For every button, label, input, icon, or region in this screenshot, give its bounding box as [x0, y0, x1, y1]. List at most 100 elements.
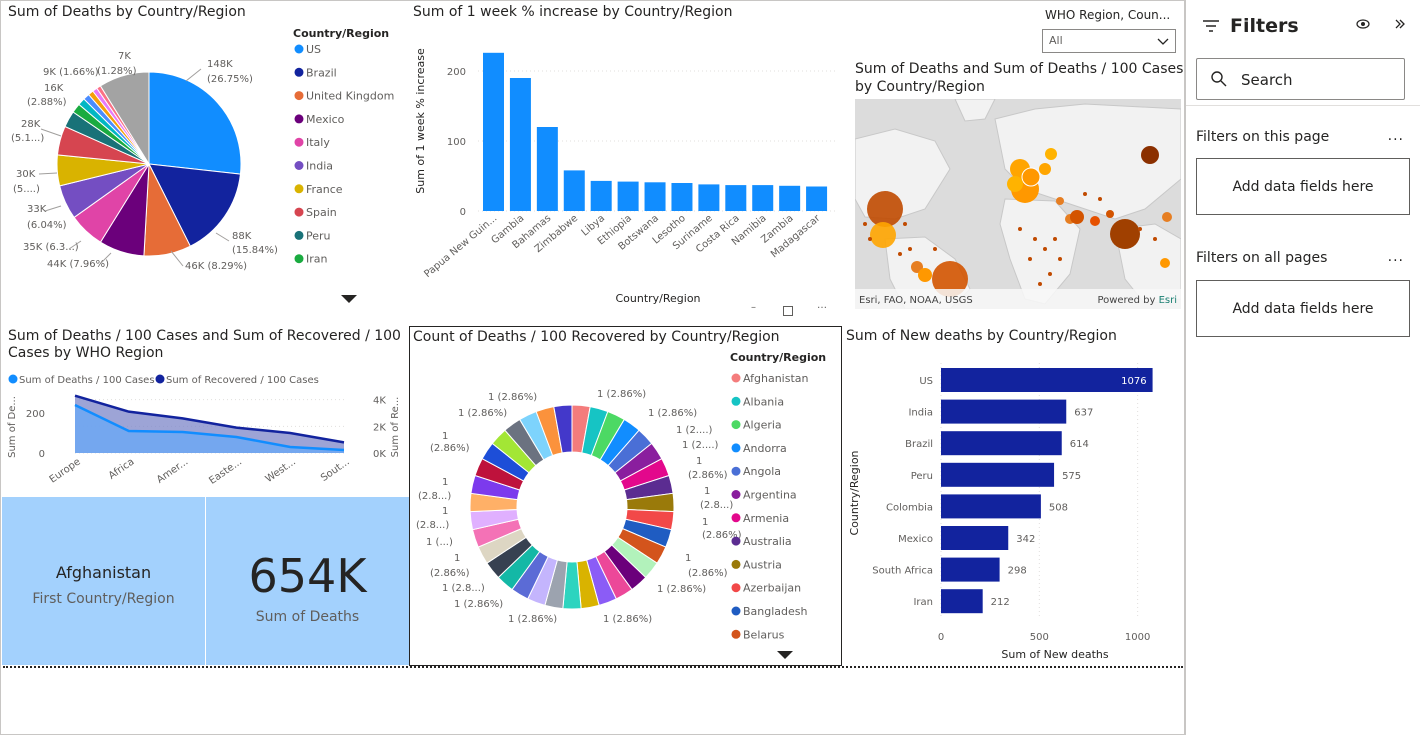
hbar-bar[interactable] [941, 589, 983, 614]
filters-all-pages-drop-area[interactable]: Add data fields here [1196, 280, 1410, 337]
pie-legend-item[interactable]: Brazil [306, 66, 337, 79]
area-series-deaths[interactable] [75, 405, 344, 453]
hbar-bar[interactable] [941, 557, 1000, 582]
pie-legend-item[interactable]: Italy [306, 136, 330, 149]
bar[interactable] [536, 127, 558, 211]
filters-on-page-drop-area[interactable]: Add data fields here [1196, 158, 1410, 215]
hbar-chart[interactable]: 0 500 1000 US 1076 India 637 Brazil 614 Peru 575 Co… [842, 323, 1182, 663]
pie-legend-item[interactable]: United Kingdom [306, 90, 394, 103]
donut-legend-item[interactable]: Azerbaijan [743, 582, 801, 595]
donut-data-label: 1 (2.86%) [648, 408, 697, 419]
line-series-deaths[interactable] [74, 403, 345, 452]
pie-slice[interactable] [99, 71, 150, 166]
first-country-card[interactable]: Afghanistan First Country/Region [2, 497, 205, 665]
bar[interactable] [779, 185, 801, 211]
donut-legend-item[interactable]: Bangladesh [743, 605, 808, 618]
area-chart-visual[interactable]: Sum of Deaths / 100 Cases and Sum of Rec… [1, 323, 406, 493]
legend-marker [294, 91, 304, 101]
bubble-map[interactable]: Esri, FAO, NOAA, USGS Powered by Esri [855, 99, 1181, 309]
pie-leader-line [68, 240, 82, 250]
pie-legend-item[interactable]: Peru [306, 229, 331, 242]
bar[interactable] [617, 181, 639, 211]
pie-slice[interactable] [148, 71, 242, 175]
hbar-data-label: 298 [1008, 566, 1027, 577]
donut-legend-item[interactable]: Belarus [743, 628, 785, 641]
collapse-pane-icon[interactable] [1394, 18, 1406, 30]
pie-data-label: 7K [118, 51, 131, 62]
pie-slice[interactable] [148, 163, 241, 247]
pie-chart[interactable]: 148K (26.75%) 88K (15.84%) 46K (8.29%) 44K (7… [1, 1, 406, 313]
donut-slice[interactable] [553, 404, 573, 454]
pie-chart-title: Sum of Deaths by Country/Region [8, 4, 246, 20]
donut-legend-item[interactable]: Australia [743, 535, 792, 548]
donut-legend-item[interactable]: Austria [743, 558, 782, 571]
hbar-bar[interactable] [941, 368, 1153, 392]
more-options-icon[interactable]: … [817, 300, 827, 311]
legend-scroll-down-icon[interactable] [341, 295, 357, 303]
hbar-bar[interactable] [941, 526, 1009, 550]
donut-legend-item[interactable]: Andorra [743, 442, 787, 455]
pie-data-label: (5.1...) [11, 133, 44, 144]
area-chart[interactable]: Sum of Deaths / 100 Cases Sum of Recovere… [1, 323, 406, 493]
filters-all-pages-more-icon[interactable]: ... [1387, 249, 1404, 265]
pie-chart-visual[interactable]: Sum of Deaths by Country/Region 148K (26.… [1, 1, 406, 313]
donut-data-label: (2.8...) [416, 520, 449, 531]
hbar-bar[interactable] [941, 462, 1055, 487]
map-attribution: Esri, FAO, NOAA, USGS [859, 295, 973, 306]
slicer-dropdown[interactable]: All [1042, 29, 1176, 53]
donut-legend-item[interactable]: Argentina [743, 489, 797, 502]
donut-data-label: 1 (2.86%) [458, 408, 507, 419]
first-country-label: First Country/Region [32, 591, 175, 607]
bar[interactable] [590, 180, 612, 211]
line-series-recovered[interactable] [74, 394, 345, 444]
donut-legend-item[interactable]: Algeria [743, 419, 782, 432]
x-tick-label: Europe [48, 456, 83, 485]
bar[interactable] [671, 183, 693, 211]
pie-leader-line [44, 205, 62, 212]
bar[interactable] [509, 78, 531, 211]
legend-scroll-down-icon[interactable] [777, 651, 793, 659]
bar-chart-title: Sum of 1 week % increase by Country/Regi… [413, 4, 733, 20]
pin-icon[interactable]: – [751, 302, 756, 313]
map-visual[interactable]: Sum of Deaths and Sum of Deaths / 100 Ca… [851, 59, 1183, 309]
bar[interactable] [644, 182, 666, 211]
filter-search-input[interactable]: Search [1196, 58, 1405, 100]
donut-legend-item[interactable]: Albania [743, 395, 784, 408]
area-legend-item[interactable]: Sum of Deaths / 100 Cases [19, 375, 155, 386]
filters-on-page-more-icon[interactable]: ... [1387, 128, 1404, 144]
pie-legend-item[interactable]: US [306, 43, 321, 56]
eye-icon[interactable] [1356, 19, 1370, 29]
legend-marker [731, 606, 741, 616]
donut-legend-item[interactable]: Angola [743, 465, 781, 478]
visual-header-icons[interactable]: – … [751, 300, 831, 320]
x-tick-label: Easte... [207, 456, 244, 486]
pie-legend-item[interactable]: Mexico [306, 113, 345, 126]
bar[interactable] [725, 185, 747, 211]
legend-marker [155, 374, 165, 384]
hbar-bar[interactable] [941, 494, 1041, 519]
donut-chart[interactable]: 1 (2.86%)1 (2.86%)1 (2....)1 (2....)1(2.… [410, 327, 843, 667]
donut-legend-item[interactable]: Armenia [743, 512, 789, 525]
sum-deaths-card[interactable]: 654K Sum of Deaths [206, 497, 409, 665]
area-chart-title-line1: Sum of Deaths / 100 Cases and Sum of Rec… [8, 328, 401, 344]
bar[interactable] [563, 170, 585, 211]
bar[interactable] [806, 186, 828, 212]
pie-legend-item[interactable]: Spain [306, 206, 337, 219]
bar-chart-visual[interactable]: Sum of 1 week % increase by Country/Regi… [406, 1, 846, 313]
pie-legend-item[interactable]: Iran [306, 253, 328, 266]
hbar-chart-visual[interactable]: Sum of New deaths by Country/Region 0 500… [842, 323, 1182, 663]
bar[interactable] [752, 185, 774, 211]
pie-data-label: (1.28%) [97, 66, 137, 77]
focus-mode-icon[interactable] [783, 306, 793, 316]
donut-chart-visual[interactable]: Count of Deaths / 100 Recovered by Count… [409, 326, 842, 666]
bar[interactable] [698, 184, 720, 211]
hbar-bar[interactable] [941, 431, 1062, 456]
area-legend-item[interactable]: Sum of Recovered / 100 Cases [166, 375, 319, 386]
hbar-bar[interactable] [941, 399, 1067, 424]
donut-legend-item[interactable]: Afghanistan [743, 372, 809, 385]
bar[interactable] [483, 52, 504, 211]
hbar-data-label: 1076 [1121, 376, 1146, 387]
pie-legend-item[interactable]: France [306, 183, 343, 196]
pie-legend-item[interactable]: India [306, 160, 333, 173]
